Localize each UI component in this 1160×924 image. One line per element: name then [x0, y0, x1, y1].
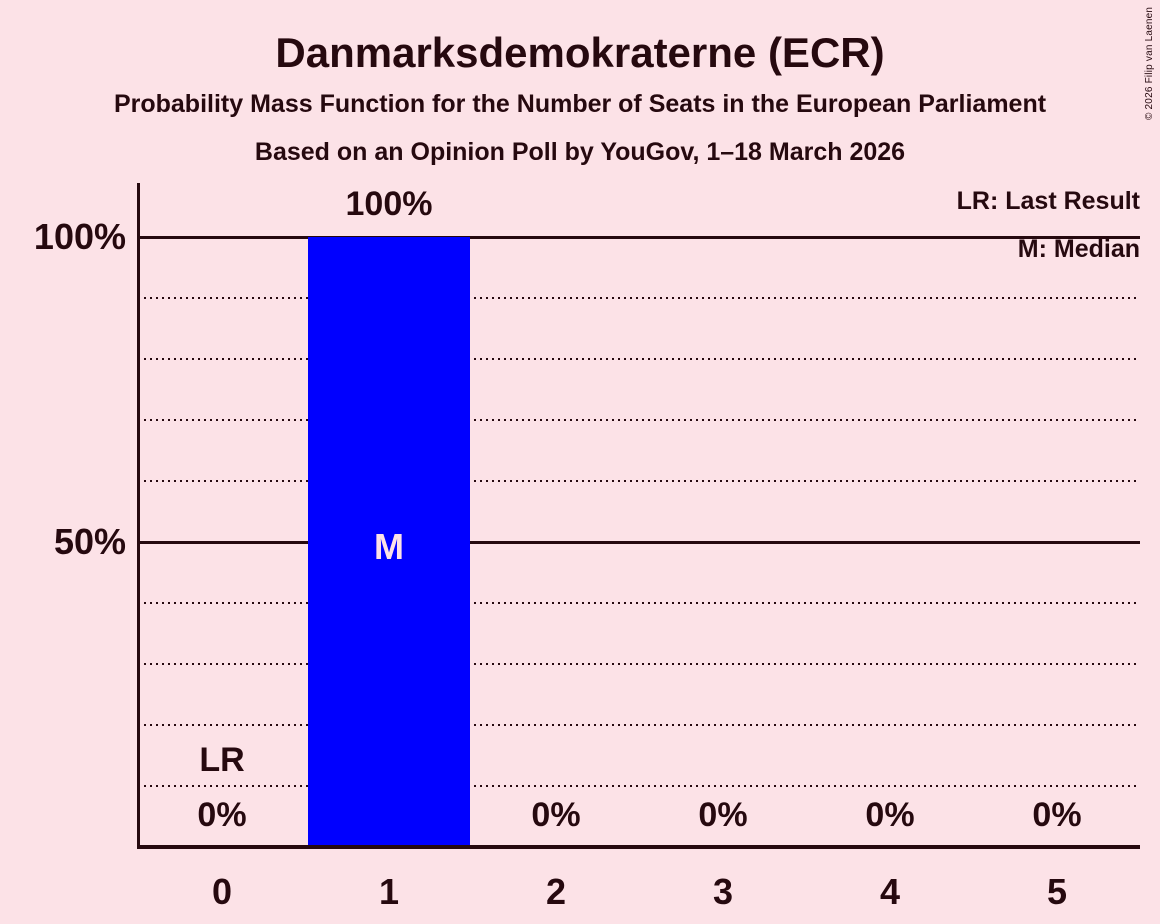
x-axis-tick-label: 3	[712, 871, 734, 912]
chart-poll-info: Based on an Opinion Poll by YouGov, 1–18…	[254, 138, 906, 166]
gridline-solid	[138, 541, 1140, 544]
bar-value-label: 0%	[197, 796, 247, 834]
y-axis-line	[137, 183, 140, 847]
legend-median-label: M: Median	[1017, 235, 1140, 263]
legend-last-result-label: LR: Last Result	[956, 187, 1140, 215]
y-axis-tick-label: 50%	[53, 521, 126, 562]
gridline-dotted	[138, 480, 1140, 482]
x-axis-tick-label: 0	[211, 871, 233, 912]
bar-value-label: 0%	[1032, 796, 1082, 834]
gridline-dotted	[138, 419, 1140, 421]
x-axis-tick-label: 2	[545, 871, 567, 912]
gridline-dotted	[138, 297, 1140, 299]
median-annotation: M	[374, 526, 404, 567]
x-axis-tick-label: 1	[378, 871, 400, 912]
x-axis-labels: 0 1 2 3 4 5	[138, 870, 1140, 914]
gridline-dotted	[138, 724, 1140, 726]
x-axis-line	[137, 845, 1140, 849]
bar	[308, 237, 470, 847]
x-axis-tick-label: 5	[1046, 871, 1068, 912]
gridline-dotted	[138, 663, 1140, 665]
chart-title: Danmarksdemokraterne (ECR)	[275, 29, 885, 76]
gridline-dotted	[138, 602, 1140, 604]
gridline-dotted	[138, 358, 1140, 360]
gridline-dotted	[138, 785, 1140, 787]
bar-value-label: 100%	[345, 185, 433, 223]
x-axis-tick-label: 4	[879, 871, 901, 912]
plot-area: 0% 100% 0% 0% 0% 0% LR M	[138, 185, 1140, 847]
gridline-solid	[138, 236, 1140, 239]
chart-subtitle: Probability Mass Function for the Number…	[113, 90, 1047, 118]
bar-value-label: 0%	[865, 796, 915, 834]
bar-value-label: 0%	[698, 796, 748, 834]
bar-value-label: 0%	[531, 796, 581, 834]
last-result-annotation: LR	[199, 741, 245, 779]
y-axis-tick-label: 100%	[33, 216, 126, 257]
